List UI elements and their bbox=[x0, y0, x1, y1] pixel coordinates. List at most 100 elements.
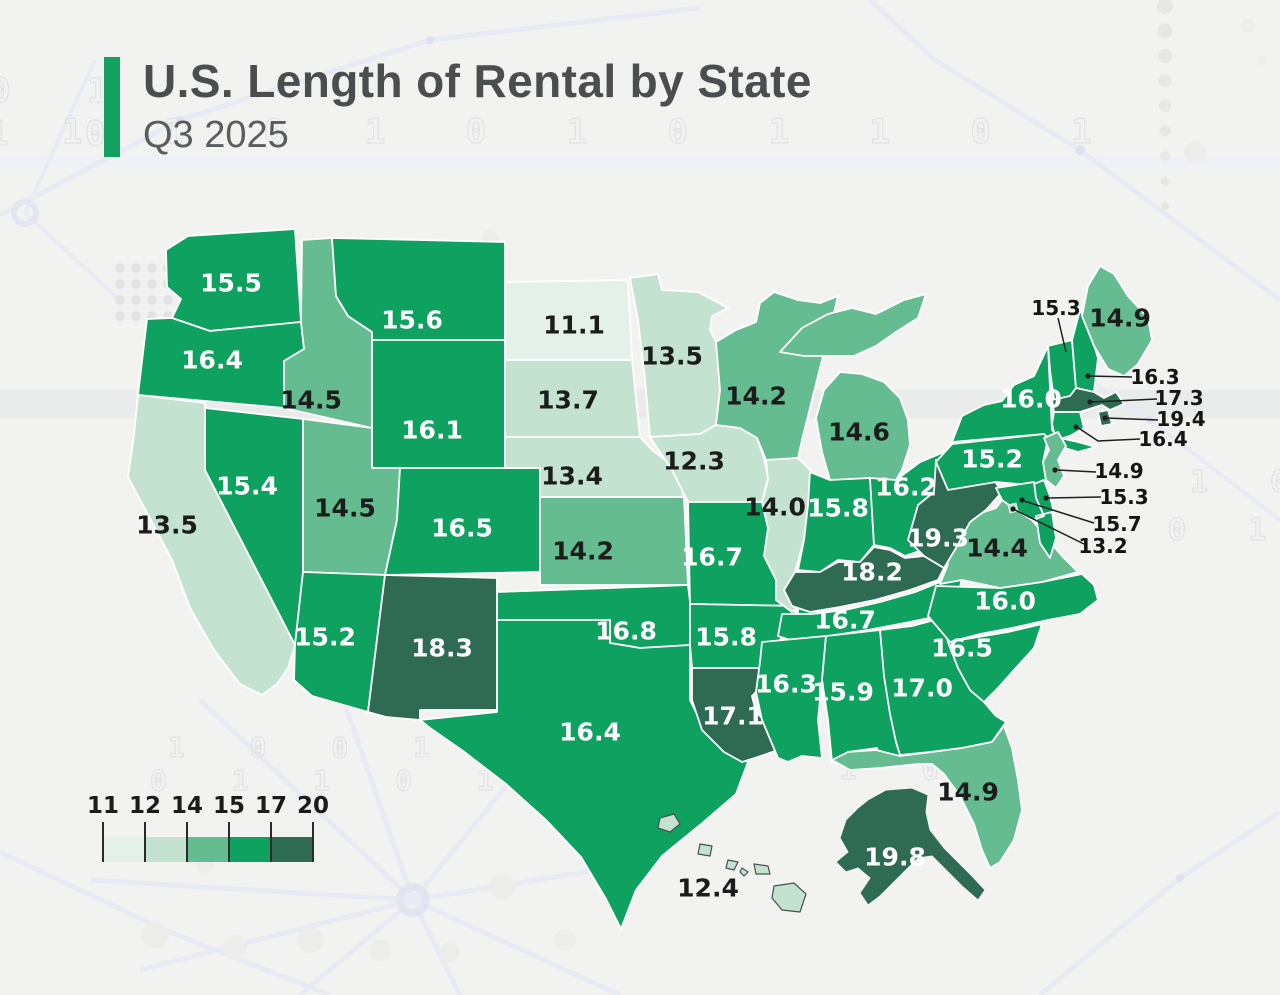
value-label-KY: 18.2 bbox=[841, 558, 903, 587]
callout-line-NJ bbox=[1056, 469, 1097, 473]
value-label-UT: 14.5 bbox=[314, 494, 376, 523]
value-label-IN: 15.8 bbox=[807, 494, 869, 523]
halftone-dot bbox=[115, 263, 125, 273]
callout-dot-NH bbox=[1085, 373, 1091, 379]
value-label-OR: 16.4 bbox=[181, 346, 243, 375]
value-label-AZ: 15.2 bbox=[294, 623, 356, 652]
callout-dot-DE bbox=[1043, 495, 1049, 501]
legend-tick-label: 15 bbox=[212, 793, 245, 819]
column-dot bbox=[1159, 100, 1171, 112]
value-label-KS: 14.2 bbox=[552, 537, 614, 566]
value-label-AK: 19.8 bbox=[864, 843, 926, 872]
binary-pattern-text: 1 0 1 bbox=[1190, 465, 1280, 500]
binary-pattern-text: 0 1 bbox=[0, 71, 135, 111]
value-label-NM: 18.3 bbox=[411, 634, 473, 663]
value-label-ND: 11.1 bbox=[543, 311, 605, 340]
value-label-PA: 15.2 bbox=[961, 445, 1023, 474]
halftone-dot bbox=[115, 311, 125, 321]
callout-line-RI bbox=[1105, 417, 1159, 421]
state-IN bbox=[797, 471, 875, 573]
value-label-CA: 13.5 bbox=[136, 511, 198, 540]
legend-tick-label: 14 bbox=[170, 793, 203, 819]
value-label-VT: 15.3 bbox=[1031, 296, 1080, 320]
value-label-MI: 14.6 bbox=[828, 418, 890, 447]
halftone-dot bbox=[163, 295, 173, 305]
value-label-AR: 15.8 bbox=[695, 623, 757, 652]
state-ME bbox=[1081, 265, 1153, 377]
value-label-ID: 14.5 bbox=[280, 386, 342, 415]
starburst-pattern bbox=[89, 689, 661, 995]
dotted-column-pattern bbox=[1157, 0, 1173, 210]
legend: 11 12 14 15 17 20 bbox=[87, 793, 333, 865]
value-label-DC: 13.2 bbox=[1078, 534, 1127, 558]
value-label-NV: 15.4 bbox=[216, 472, 278, 501]
value-label-MO: 16.7 bbox=[681, 543, 743, 572]
callout-line-NH bbox=[1087, 375, 1133, 378]
value-label-GA: 17.0 bbox=[891, 674, 953, 703]
state-HI bbox=[657, 813, 807, 913]
value-label-TN: 16.7 bbox=[814, 606, 876, 635]
halftone-dot bbox=[147, 279, 157, 289]
column-dot bbox=[1157, 0, 1173, 14]
legend-tick bbox=[228, 822, 230, 862]
callout-dot-DC bbox=[1010, 506, 1016, 512]
column-dot bbox=[1160, 151, 1170, 161]
value-label-DE: 15.3 bbox=[1099, 485, 1148, 509]
callout-line-MA bbox=[1091, 398, 1158, 403]
value-label-NC: 16.0 bbox=[974, 587, 1036, 616]
value-label-AL: 15.9 bbox=[812, 678, 874, 707]
value-label-MS: 16.3 bbox=[755, 670, 817, 699]
halftone-dot bbox=[131, 295, 141, 305]
value-label-LA: 17.1 bbox=[702, 702, 764, 731]
column-dot bbox=[1160, 176, 1170, 186]
legend-swatch bbox=[271, 837, 313, 862]
legend-tick-label: 20 bbox=[296, 793, 329, 819]
title-accent-bar bbox=[104, 57, 120, 158]
value-label-FL: 14.9 bbox=[937, 778, 999, 807]
legend-swatch bbox=[229, 837, 271, 862]
legend-tick-label: 12 bbox=[128, 793, 161, 819]
binary-pattern-text: 1 0 bbox=[0, 114, 133, 154]
value-label-WA: 15.5 bbox=[200, 269, 262, 298]
column-dot bbox=[1158, 49, 1172, 63]
value-label-NY: 16.0 bbox=[1000, 385, 1062, 414]
callout-dot-MD bbox=[1019, 497, 1025, 503]
halftone-dot bbox=[131, 279, 141, 289]
legend-swatch bbox=[103, 837, 145, 862]
state-SC bbox=[947, 623, 1043, 703]
halftone-dot bbox=[131, 263, 141, 273]
value-label-NH: 16.3 bbox=[1130, 365, 1179, 389]
halftone-dot bbox=[147, 263, 157, 273]
value-label-HI: 12.4 bbox=[677, 874, 739, 903]
callout-dot-CT bbox=[1073, 424, 1079, 430]
callout-dot-MA bbox=[1087, 399, 1093, 405]
legend-swatch bbox=[145, 837, 187, 862]
binary-pattern-text: 0 1 1 0 bbox=[1168, 513, 1280, 548]
value-label-OH: 16.2 bbox=[875, 473, 937, 502]
legend-tick bbox=[312, 822, 314, 862]
value-label-SD: 13.7 bbox=[537, 386, 599, 415]
value-label-NJ: 14.9 bbox=[1094, 459, 1143, 483]
halftone-dot-grid bbox=[115, 263, 173, 321]
page-subtitle: Q3 2025 bbox=[143, 114, 289, 157]
value-label-CT: 16.4 bbox=[1138, 427, 1187, 451]
column-dot bbox=[1158, 74, 1172, 88]
state-TX bbox=[419, 619, 749, 930]
callout-leader-lines bbox=[1010, 317, 1159, 546]
callout-dot-NJ bbox=[1052, 467, 1058, 473]
legend-tick bbox=[144, 822, 146, 862]
state-shapes bbox=[127, 228, 1153, 930]
value-label-MD: 15.7 bbox=[1092, 512, 1141, 536]
callout-line-DC bbox=[1014, 509, 1087, 546]
value-label-IA: 12.3 bbox=[663, 447, 725, 476]
legend-tick bbox=[102, 822, 104, 862]
value-label-IL: 14.0 bbox=[744, 493, 806, 522]
value-label-ME: 14.9 bbox=[1089, 304, 1151, 333]
value-label-MN: 13.5 bbox=[641, 342, 703, 371]
column-dot bbox=[1161, 202, 1169, 210]
state-MI bbox=[779, 293, 927, 481]
state-NJ bbox=[1042, 431, 1067, 489]
state-FL bbox=[831, 725, 1023, 869]
column-dot bbox=[1157, 23, 1173, 39]
